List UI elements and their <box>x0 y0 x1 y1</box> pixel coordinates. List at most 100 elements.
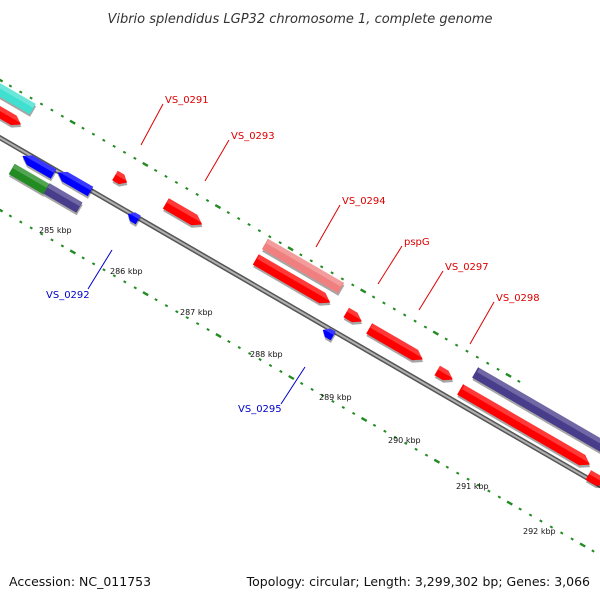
gene-vs0295[interactable] <box>319 326 337 343</box>
gene-vs0294-strand[interactable] <box>252 254 335 310</box>
callout-pspg <box>377 245 403 285</box>
guide-dash <box>360 416 368 422</box>
red-gene-edge[interactable] <box>585 470 600 492</box>
topology-text: Topology: circular; Length: 3,299,302 bp… <box>246 574 590 589</box>
guide-dash <box>319 265 324 269</box>
tick-label: 288 kbp <box>250 350 283 359</box>
gene-label-vs0298[interactable]: VS_0298 <box>496 293 540 304</box>
guide-dash <box>432 330 439 336</box>
callout-vs0294 <box>315 204 341 248</box>
guide-dash <box>50 238 54 242</box>
guide-dash <box>288 374 295 381</box>
callout-vs0298 <box>469 301 495 345</box>
guide-dash <box>372 423 377 427</box>
guide-dash <box>195 322 200 326</box>
guide-dash <box>465 349 469 353</box>
gene-vs0294[interactable] <box>261 238 345 296</box>
tick-labels: 285 kbp 286 kbp 287 kbp 288 kbp 289 kbp … <box>39 226 556 536</box>
gene-label-vs0291[interactable]: VS_0291 <box>165 95 209 106</box>
guide-dash <box>205 198 210 203</box>
red-gene-edge[interactable] <box>0 104 25 132</box>
guide-dash <box>506 500 513 506</box>
guide-dash <box>487 489 491 493</box>
gene-vs0292[interactable] <box>124 210 142 227</box>
green-feature[interactable] <box>8 163 51 197</box>
guide-dash <box>475 355 480 359</box>
guide-dash <box>528 513 533 517</box>
guide-dash <box>445 465 450 469</box>
callout-vs0295 <box>280 366 306 405</box>
guide-dash <box>164 174 168 178</box>
gene-label-vs0297[interactable]: VS_0297 <box>445 262 489 273</box>
guide-dash <box>496 367 500 371</box>
gene-vs0297b[interactable] <box>433 365 456 387</box>
gene-vs0291[interactable] <box>111 170 131 190</box>
guide-dash <box>279 369 283 374</box>
guide-dash <box>466 477 470 481</box>
blue-gene[interactable] <box>19 151 58 182</box>
tick-label: 286 kbp <box>110 267 143 276</box>
guide-dash <box>0 78 4 83</box>
guide-dash <box>517 379 521 383</box>
guide-dash <box>142 161 149 167</box>
guide-dash <box>60 114 65 118</box>
gene-label-vs0292[interactable]: VS_0292 <box>46 290 90 301</box>
guide-dash <box>153 168 158 172</box>
guide-dash <box>29 96 33 100</box>
gene-pspg[interactable] <box>342 307 365 329</box>
guide-dash <box>102 138 106 142</box>
guide-dash <box>424 453 429 457</box>
tick-label: 285 kbp <box>39 226 72 235</box>
guide-dash <box>247 352 252 356</box>
callout-vs0297 <box>418 270 444 311</box>
gene-vs0298[interactable] <box>456 384 594 472</box>
guide-dash <box>454 343 459 347</box>
guide-dash <box>258 357 262 362</box>
gene-label-vs0294[interactable]: VS_0294 <box>342 196 386 207</box>
guide-dash <box>142 291 149 297</box>
gene-vs0293[interactable] <box>162 198 207 232</box>
accession-text: Accession: NC_011753 <box>9 574 151 589</box>
gene-vs0297[interactable] <box>365 323 427 367</box>
guide-dash <box>175 310 179 314</box>
guide-dash <box>433 458 441 464</box>
gene-label-vs0295[interactable]: VS_0295 <box>238 404 282 415</box>
tick-label: 291 kbp <box>456 482 489 491</box>
guide-dash <box>185 186 189 191</box>
guide-dash <box>60 244 65 248</box>
guide-dash <box>226 211 231 215</box>
gene-labels: VS_0291 VS_0293 VS_0294 pspG VS_0297 VS_… <box>46 95 540 415</box>
guide-dash <box>340 277 345 281</box>
purple-feature[interactable] <box>471 367 600 456</box>
cyan-feature[interactable] <box>0 79 37 117</box>
gene-label-vs0293[interactable]: VS_0293 <box>231 131 275 142</box>
guide-dash <box>133 156 137 160</box>
guide-dash <box>174 180 179 185</box>
blue-gene[interactable] <box>54 168 95 199</box>
guide-dash <box>299 253 303 257</box>
guide-dash <box>549 525 554 529</box>
guide-dash <box>309 259 314 263</box>
guide-dash <box>320 393 325 397</box>
guide-dash <box>497 495 502 499</box>
guide-dash <box>331 399 335 403</box>
dotted-guides <box>0 78 595 553</box>
guide-dash <box>393 435 398 439</box>
guide-dash <box>91 262 96 266</box>
guide-dash <box>299 381 304 386</box>
guide-dash <box>8 84 13 88</box>
guide-dash <box>237 346 242 350</box>
guide-dash <box>29 226 33 230</box>
guide-dash <box>257 229 262 233</box>
guide-dash <box>403 441 408 445</box>
callout-vs0292 <box>87 249 113 290</box>
guide-dash <box>351 283 355 287</box>
guide-dash <box>371 295 376 299</box>
purple-feature[interactable] <box>43 183 84 216</box>
gene-label-pspg[interactable]: pspG <box>404 237 430 248</box>
guide-dash <box>518 507 522 511</box>
map-title: Vibrio splendidus LGP32 chromosome 1, co… <box>107 12 492 27</box>
guide-dash <box>236 217 241 221</box>
tick-label: 290 kbp <box>388 436 421 445</box>
guide-dash <box>122 150 127 154</box>
